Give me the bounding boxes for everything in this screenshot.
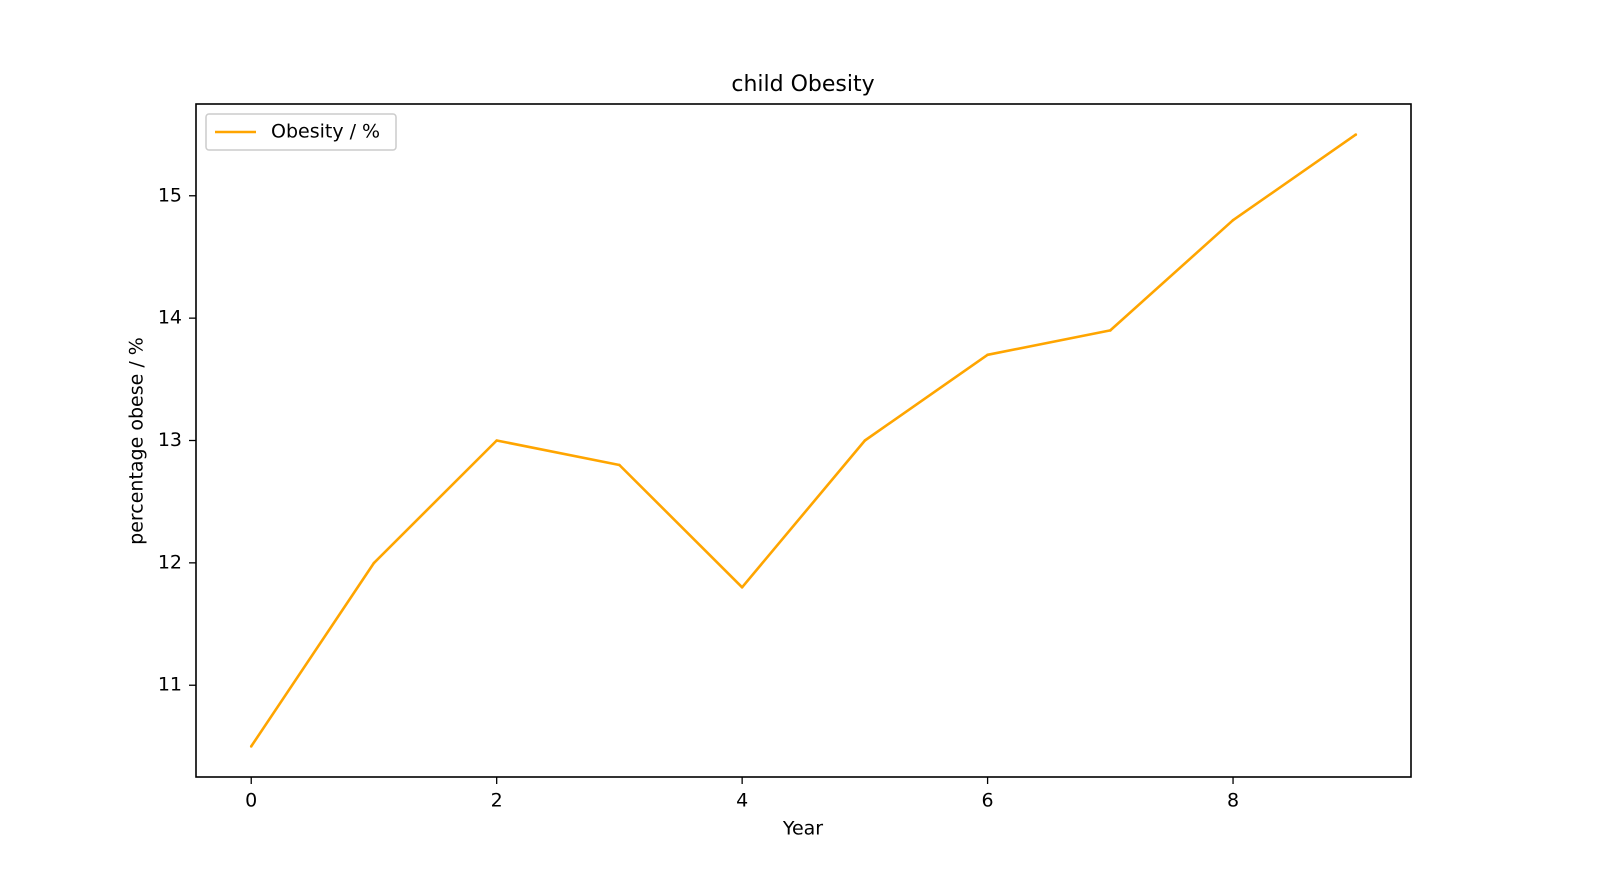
y-tick-label: 15 — [158, 184, 182, 206]
legend: Obesity / % — [205, 113, 397, 151]
y-axis-label: percentage obese / % — [126, 337, 148, 545]
y-axis-ticks: 11 12 13 14 15 — [158, 184, 196, 696]
legend-label: Obesity / % — [271, 121, 380, 143]
y-tick-label: 14 — [158, 307, 182, 329]
data-point — [249, 745, 253, 748]
series-line-0 — [250, 133, 1357, 748]
x-tick-label: 2 — [491, 790, 503, 812]
data-point — [740, 586, 744, 589]
x-tick-label: 8 — [1227, 790, 1239, 812]
data-point — [863, 439, 867, 442]
series-layer — [249, 133, 1358, 748]
data-point — [1109, 329, 1112, 332]
x-axis-ticks: 0 2 4 6 8 — [245, 777, 1239, 812]
y-tick-label: 11 — [158, 674, 182, 696]
x-axis-label: Year — [782, 818, 823, 840]
x-tick-label: 0 — [245, 790, 257, 812]
data-point — [618, 463, 621, 467]
y-tick-label: 13 — [158, 429, 182, 451]
x-tick-label: 6 — [982, 790, 994, 812]
chart-title: child Obesity — [731, 72, 874, 97]
legend-box — [205, 113, 397, 151]
data-point — [495, 439, 499, 442]
data-point — [372, 561, 376, 565]
data-point — [1354, 133, 1358, 136]
y-tick-label: 12 — [158, 551, 182, 573]
data-point — [986, 353, 989, 357]
x-tick-label: 4 — [736, 790, 748, 812]
data-point — [1231, 218, 1235, 222]
